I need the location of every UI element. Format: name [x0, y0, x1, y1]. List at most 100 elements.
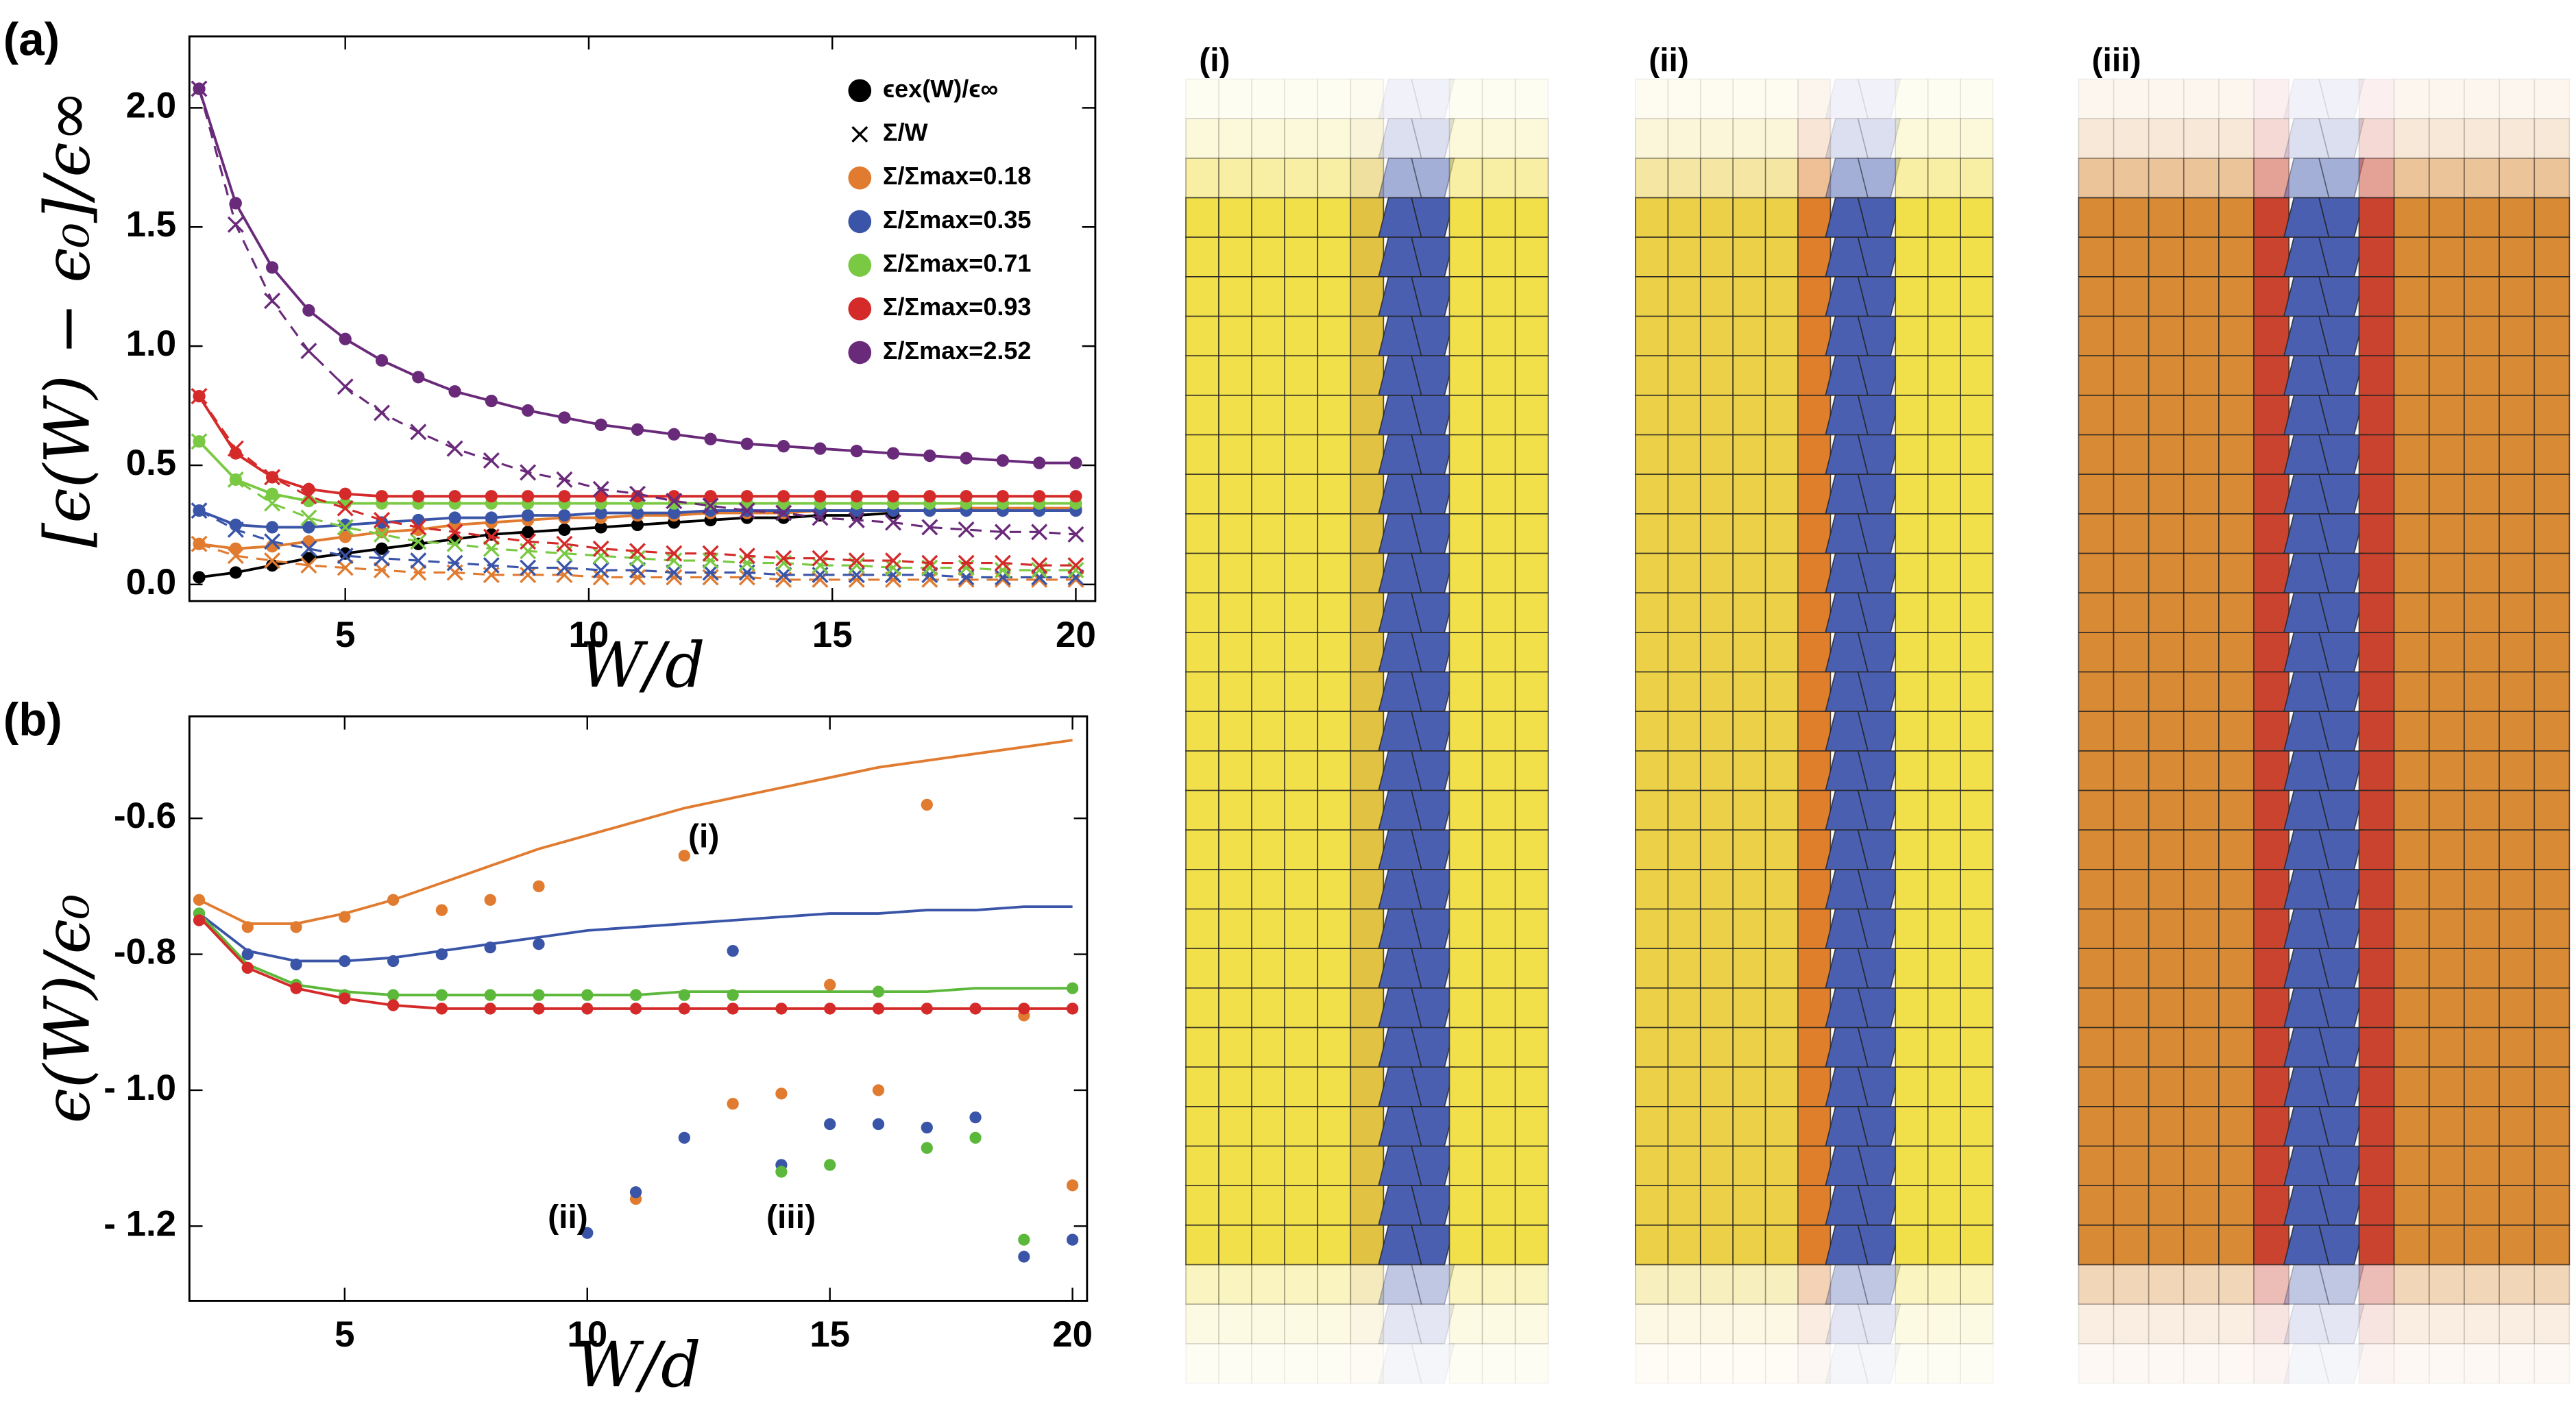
- lattice-cell: [2148, 1303, 2185, 1344]
- lattice-cell: [2499, 78, 2536, 120]
- cross-marker: [666, 493, 683, 510]
- lattice-cell: [2183, 1225, 2220, 1266]
- dashed-line: [199, 543, 1076, 581]
- lattice-cell: [2428, 711, 2465, 752]
- dot-marker: [923, 490, 936, 503]
- dot-marker: [594, 506, 607, 519]
- dot-marker: [265, 487, 279, 500]
- lattice-cell: [1699, 1145, 1734, 1187]
- lattice-cell: [2078, 315, 2115, 357]
- lattice-cell: [2183, 474, 2220, 515]
- lattice-cell: [2464, 829, 2500, 870]
- lattice-cell: [1895, 948, 1929, 989]
- cross-marker: [958, 554, 975, 572]
- lattice-cell: [1481, 158, 1516, 199]
- lattice-cell: [2218, 711, 2255, 752]
- dot-marker: [704, 490, 717, 503]
- lattice-cell: [2113, 513, 2150, 554]
- lattice-cell: [1251, 1106, 1286, 1147]
- lattice-cell: [2253, 236, 2290, 278]
- lattice-cell: [2218, 908, 2255, 950]
- cross-marker: [446, 524, 463, 541]
- lattice-cell: [1218, 1225, 1252, 1266]
- lattice-cell: [2393, 513, 2430, 554]
- lattice-cell: [1667, 1066, 1701, 1107]
- lattice-cell: [1251, 1264, 1286, 1305]
- dot-marker: [1033, 456, 1046, 469]
- lattice-cell: [2534, 276, 2571, 317]
- lattice-cell: [2218, 276, 2255, 317]
- lattice-cell: [1481, 355, 1516, 396]
- dot-marker: [435, 1003, 448, 1015]
- lattice-cell: [1927, 1106, 1961, 1147]
- lattice-cell: [1895, 1225, 1929, 1266]
- lattice-cell: [1448, 1264, 1483, 1305]
- x-tick-label: 5: [335, 1314, 354, 1355]
- lattice-cell: [1797, 671, 1832, 713]
- dot-marker: [921, 798, 933, 811]
- lattice-cell: [1764, 1225, 1799, 1266]
- lattice-cell: [1448, 750, 1483, 791]
- dot-marker: [886, 490, 900, 503]
- lattice-cell: [1251, 592, 1286, 633]
- lattice-cell: [1732, 789, 1766, 831]
- dot-marker: [290, 982, 302, 994]
- lattice-cell: [2428, 1106, 2465, 1147]
- lattice-cell: [1350, 1225, 1385, 1266]
- lattice-cell: [1218, 1066, 1252, 1107]
- lattice-cell: [2428, 1066, 2465, 1107]
- lattice-cell: [2078, 158, 2115, 199]
- lattice-cell: [1411, 78, 1455, 120]
- lattice-cell: [2253, 948, 2290, 989]
- lattice-cell: [2078, 632, 2115, 673]
- dot-marker: [339, 547, 352, 560]
- lattice-cell: [1764, 1066, 1799, 1107]
- cross-marker: [702, 552, 719, 569]
- lattice-cell: [2464, 1106, 2500, 1147]
- dot-marker: [339, 955, 351, 968]
- lattice-cell: [1514, 276, 1549, 317]
- lattice-cell: [1797, 236, 1832, 278]
- lattice-cell: [1797, 908, 1832, 950]
- lattice-cell: [1797, 434, 1832, 476]
- lattice-cell: [2393, 197, 2430, 238]
- lattice-cell: [2534, 355, 2571, 396]
- lattice-cell: [1481, 395, 1516, 436]
- lattice-cell: [1251, 1027, 1286, 1068]
- x-axis-label: W/d: [576, 1328, 701, 1401]
- lattice-cell: [2113, 474, 2150, 515]
- dot-marker: [594, 521, 607, 534]
- lattice-cell: [1927, 671, 1961, 713]
- cross-marker: [373, 511, 390, 528]
- lattice-cell: [2393, 1066, 2430, 1107]
- lattice-cell: [1927, 236, 1961, 278]
- lattice-cell: [2253, 1264, 2290, 1305]
- lattice-cell: [1635, 1145, 1669, 1187]
- lattice-cell: [1317, 474, 1352, 515]
- lattice-cell: [2218, 1145, 2255, 1187]
- lattice-cell: [2499, 236, 2536, 278]
- lattice-cell: [2464, 78, 2500, 120]
- lattice-cell: [1350, 1303, 1385, 1344]
- cross-marker: [738, 502, 755, 519]
- dot-marker: [921, 1003, 933, 1015]
- dot-marker: [265, 521, 279, 534]
- lattice-cell: [1284, 789, 1319, 831]
- cross-marker: [775, 504, 792, 521]
- lattice-cell: [2358, 987, 2395, 1029]
- lattice-cell: [2534, 711, 2571, 752]
- lattice-cell: [1764, 987, 1799, 1029]
- lattice-cell: [2078, 1225, 2115, 1266]
- dot-marker: [193, 435, 206, 448]
- lattice-cell: [1481, 671, 1516, 713]
- lattice-cell: [1960, 1066, 1994, 1107]
- lattice-cell: [2148, 987, 2185, 1029]
- dot-marker: [193, 571, 206, 584]
- lattice-cell: [2148, 869, 2185, 910]
- lattice-cell: [1927, 197, 1961, 238]
- lattice-cell: [2393, 1185, 2430, 1226]
- cross-marker: [666, 545, 683, 562]
- lattice-cell: [2078, 197, 2115, 238]
- lattice-cell: [1699, 513, 1734, 554]
- lattice-cell: [1448, 1027, 1483, 1068]
